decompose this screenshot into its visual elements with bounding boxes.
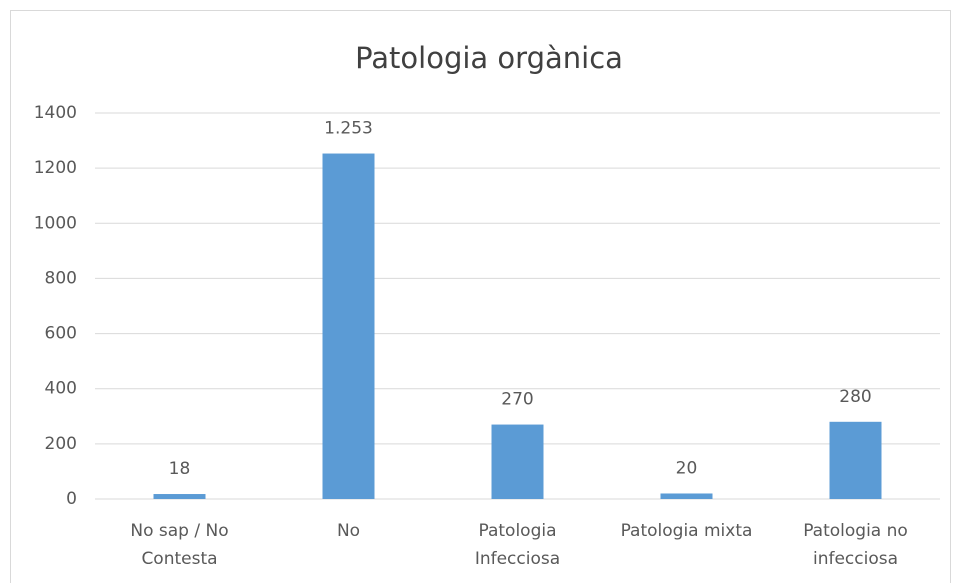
data-label: 1.253 (324, 119, 373, 139)
x-tick-label: Patologia no infecciosa (803, 521, 908, 569)
y-tick-label: 600 (45, 324, 77, 344)
y-tick-label: 200 (45, 434, 77, 454)
bar (660, 493, 713, 499)
y-tick-label: 1400 (34, 103, 77, 123)
bar (153, 494, 206, 499)
y-tick-label: 400 (45, 379, 77, 399)
data-label: 270 (501, 390, 533, 410)
y-tick-label: 0 (66, 489, 77, 509)
data-label: 20 (676, 458, 698, 478)
x-tick-label: No sap / No Contesta (130, 521, 228, 569)
x-tick-label: Patologia Infecciosa (475, 521, 560, 569)
data-label: 280 (839, 387, 871, 407)
y-tick-label: 1200 (34, 158, 77, 178)
x-tick-label: No (337, 521, 360, 541)
chart-border (10, 10, 951, 583)
y-tick-label: 1000 (34, 213, 77, 233)
bar (829, 421, 882, 499)
x-tick-label: Patologia mixta (621, 521, 753, 541)
chart-title: Patologia orgànica (355, 41, 623, 75)
y-tick-label: 800 (45, 268, 77, 288)
bar (322, 153, 375, 499)
data-label: 18 (169, 459, 191, 479)
bar (491, 424, 544, 499)
